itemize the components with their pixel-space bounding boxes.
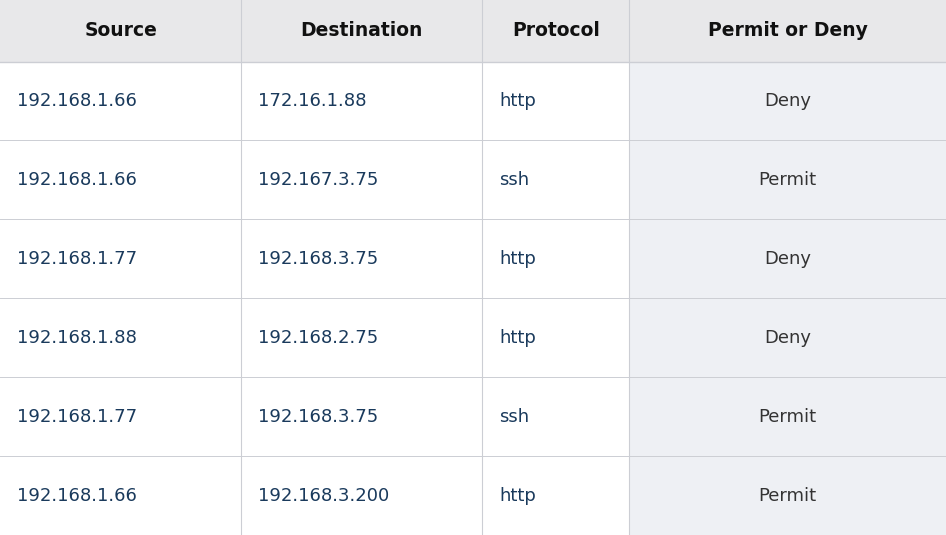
Text: 192.168.3.200: 192.168.3.200 — [258, 486, 390, 505]
Text: Deny: Deny — [764, 328, 811, 347]
Text: http: http — [499, 486, 536, 505]
Text: 192.168.1.66: 192.168.1.66 — [17, 171, 137, 189]
Bar — [0, 377, 629, 456]
Text: 192.168.2.75: 192.168.2.75 — [258, 328, 378, 347]
Text: Permit: Permit — [759, 408, 816, 426]
Text: ssh: ssh — [499, 171, 530, 189]
Text: 192.168.3.75: 192.168.3.75 — [258, 408, 378, 426]
Text: http: http — [499, 92, 536, 110]
Text: 192.168.1.66: 192.168.1.66 — [17, 92, 137, 110]
Text: 192.168.3.75: 192.168.3.75 — [258, 250, 378, 268]
Text: 192.167.3.75: 192.167.3.75 — [258, 171, 378, 189]
Text: ssh: ssh — [499, 408, 530, 426]
Bar — [0, 140, 629, 219]
Text: http: http — [499, 328, 536, 347]
Bar — [629, 456, 946, 535]
Bar — [0, 62, 629, 140]
Text: http: http — [499, 250, 536, 268]
Bar — [629, 298, 946, 377]
Text: Deny: Deny — [764, 250, 811, 268]
Bar — [0, 0, 946, 62]
Bar — [0, 219, 629, 298]
Text: 192.168.1.88: 192.168.1.88 — [17, 328, 137, 347]
Bar — [629, 62, 946, 140]
Text: Source: Source — [84, 21, 157, 40]
Bar — [0, 298, 629, 377]
Bar — [629, 140, 946, 219]
Text: 172.16.1.88: 172.16.1.88 — [258, 92, 367, 110]
Text: Deny: Deny — [764, 92, 811, 110]
Text: Destination: Destination — [301, 21, 423, 40]
Text: 192.168.1.77: 192.168.1.77 — [17, 408, 137, 426]
Text: Permit or Deny: Permit or Deny — [708, 21, 867, 40]
Text: 192.168.1.66: 192.168.1.66 — [17, 486, 137, 505]
Text: Protocol: Protocol — [512, 21, 600, 40]
Text: 192.168.1.77: 192.168.1.77 — [17, 250, 137, 268]
Bar — [0, 456, 629, 535]
Bar — [629, 377, 946, 456]
Text: Permit: Permit — [759, 171, 816, 189]
Text: Permit: Permit — [759, 486, 816, 505]
Bar — [629, 219, 946, 298]
